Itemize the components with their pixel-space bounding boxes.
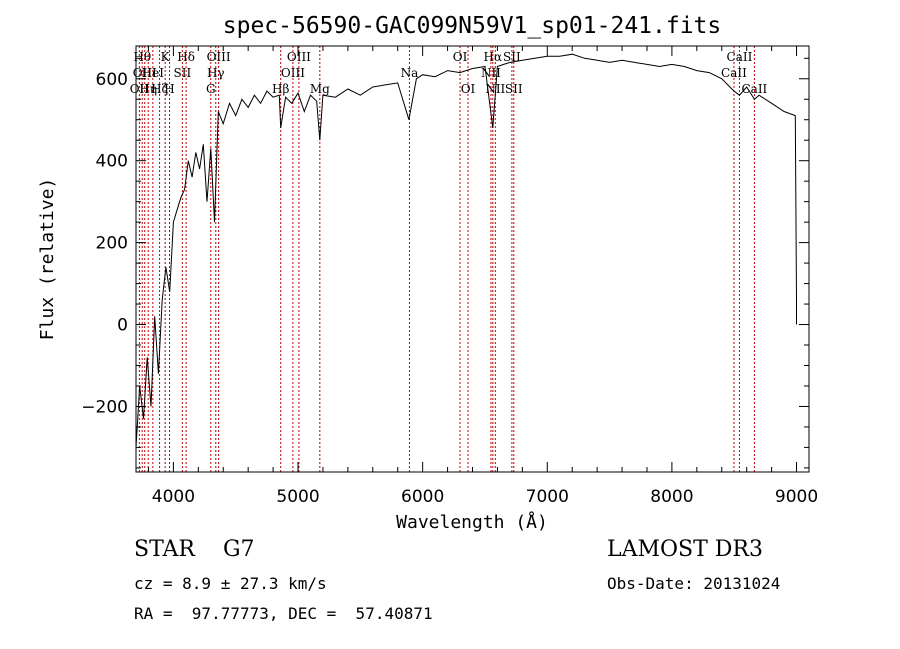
x-tick-label: 9000 (775, 487, 818, 507)
emission-line-markers (138, 46, 755, 472)
x-tick-label: 8000 (650, 487, 693, 507)
x-tick-label: 4000 (152, 487, 195, 507)
line-marker-label: K (161, 50, 171, 64)
line-marker-label: OIII (287, 50, 311, 64)
line-marker-label: SII (174, 66, 192, 80)
object-class: STAR G7 (134, 537, 255, 562)
line-marker-label: Mg (310, 82, 330, 96)
line-marker-label: Na (401, 66, 419, 80)
x-tick-label: 7000 (526, 487, 569, 507)
line-marker-label: SII (505, 82, 523, 96)
line-marker-label: OIII (207, 50, 231, 64)
plot-frame (135, 45, 810, 473)
chart-title: spec-56590-GAC099N59V1_sp01-241.fits (223, 13, 722, 39)
y-tick-label: 0 (117, 316, 128, 336)
line-marker-label: OI (453, 50, 468, 64)
spectrum-line (135, 53, 797, 448)
coordinates: RA = 97.77773, DEC = 57.40871 (134, 604, 433, 623)
line-marker-label: HeI (142, 66, 165, 80)
line-marker-label: Hβ (272, 82, 289, 96)
line-marker-label: Hζ (151, 82, 168, 96)
x-axis-label: Wavelength (Å) (396, 511, 548, 533)
line-marker-label: H (164, 82, 174, 96)
line-marker-label: Hγ (207, 66, 225, 80)
y-tick-label: 200 (96, 234, 128, 254)
x-tick-label: 6000 (401, 487, 444, 507)
line-marker-label: Hα (484, 50, 503, 64)
line-marker-label: CaII (727, 50, 753, 64)
y-tick-label: 400 (96, 152, 128, 172)
y-axis-ticks: −200 0 200 400 600 (81, 57, 809, 469)
line-marker-label: SII (503, 50, 521, 64)
line-marker-label: OI (461, 82, 476, 96)
redshift-velocity: cz = 8.9 ± 27.3 km/s (134, 574, 327, 593)
line-marker-label: OII (130, 82, 150, 96)
x-tick-label: 5000 (276, 487, 319, 507)
line-marker-label: OIII (133, 66, 157, 80)
line-marker-label: CaII (721, 66, 747, 80)
survey-name: LAMOST DR3 (607, 537, 763, 562)
line-marker-label: Hδ (177, 50, 195, 64)
y-tick-label: −200 (81, 397, 128, 417)
line-marker-label: CaII (741, 82, 767, 96)
observation-date: Obs-Date: 20131024 (607, 574, 781, 593)
line-marker-label: OIII (281, 66, 305, 80)
line-marker-label: Hθ (133, 50, 151, 64)
line-marker-label: NII (481, 66, 501, 80)
emission-line-labels: OIIHθOIIIHηHeIHζKHSIIHδGHγOIIIHβOIIIOIII… (130, 50, 768, 96)
y-axis-label: Flux (relative) (37, 178, 58, 341)
line-marker-label: G (206, 82, 216, 96)
y-tick-label: 600 (96, 70, 128, 90)
line-marker-label: Hη (139, 82, 157, 96)
x-axis-ticks: 4000 5000 6000 7000 8000 9000 (147, 46, 818, 507)
